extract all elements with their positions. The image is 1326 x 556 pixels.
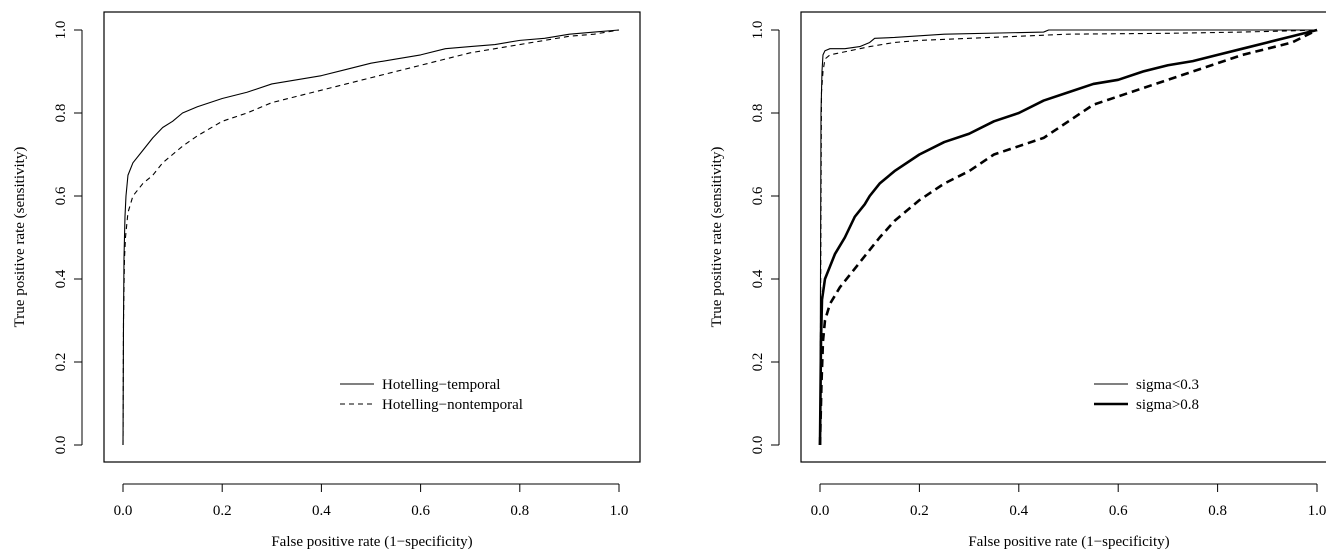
x-tick-label: 0.8 xyxy=(510,503,529,519)
series-line-series-1 xyxy=(819,29,1318,446)
x-tick-label: 0.0 xyxy=(114,503,133,519)
x-tick-label: 0.4 xyxy=(312,503,331,519)
plot-frame xyxy=(103,11,641,463)
x-tick-label: 1.0 xyxy=(1308,503,1326,519)
x-tick-label: 0.6 xyxy=(411,503,430,519)
y-tick-label: 0.0 xyxy=(750,436,766,455)
series-line-series-3 xyxy=(818,28,1318,446)
series-line-hotelling-temporal xyxy=(122,29,620,446)
y-tick-label: 0.6 xyxy=(750,186,766,205)
y-tick-label: 0.8 xyxy=(53,104,69,123)
plot-frame xyxy=(800,11,1326,463)
x-tick-label: 0.2 xyxy=(910,503,929,519)
x-tick-label: 0.0 xyxy=(811,503,830,519)
chart-panel-right: 0.0 0.2 0.4 0.6 0.8 1.0 0.0 0.2 0.4 0.6 0.8 1.0 Fals… xyxy=(709,11,1326,550)
y-tick-label: 0.2 xyxy=(750,353,766,372)
y-tick-label: 0.0 xyxy=(53,436,69,455)
series-line-sigma-0-8 xyxy=(818,28,1318,446)
legend-label: sigma<0.3 xyxy=(1136,377,1199,393)
y-tick-label: 0.4 xyxy=(750,269,766,288)
y-tick-label: 0.4 xyxy=(53,269,69,288)
series-line-sigma-0-3 xyxy=(819,29,1317,446)
y-axis-title: True positive rate (sensitivity) xyxy=(12,147,28,328)
series-line-hotelling-nontemporal xyxy=(122,29,620,446)
x-axis-title: False positive rate (1−specificity) xyxy=(968,534,1169,550)
y-tick-label: 0.8 xyxy=(750,104,766,123)
legend-label: Hotelling−temporal xyxy=(382,377,500,393)
chart-panel-left: 0.0 0.2 0.4 0.6 0.8 1.0 0.0 0.2 0.4 0.6 0.8 1.0 Fals… xyxy=(12,11,641,550)
x-tick-label: 1.0 xyxy=(610,503,629,519)
x-axis-title: False positive rate (1−specificity) xyxy=(271,534,472,550)
legend-label: sigma>0.8 xyxy=(1136,397,1199,413)
y-axis-title: True positive rate (sensitivity) xyxy=(709,147,725,328)
legend-label: Hotelling−nontemporal xyxy=(382,397,523,413)
y-tick-label: 0.2 xyxy=(53,353,69,372)
x-tick-label: 0.2 xyxy=(213,503,232,519)
x-tick-label: 0.8 xyxy=(1208,503,1227,519)
y-tick-label: 0.6 xyxy=(53,186,69,205)
y-tick-label: 1.0 xyxy=(53,21,69,40)
y-tick-label: 1.0 xyxy=(750,21,766,40)
x-tick-label: 0.6 xyxy=(1109,503,1128,519)
x-tick-label: 0.4 xyxy=(1009,503,1028,519)
